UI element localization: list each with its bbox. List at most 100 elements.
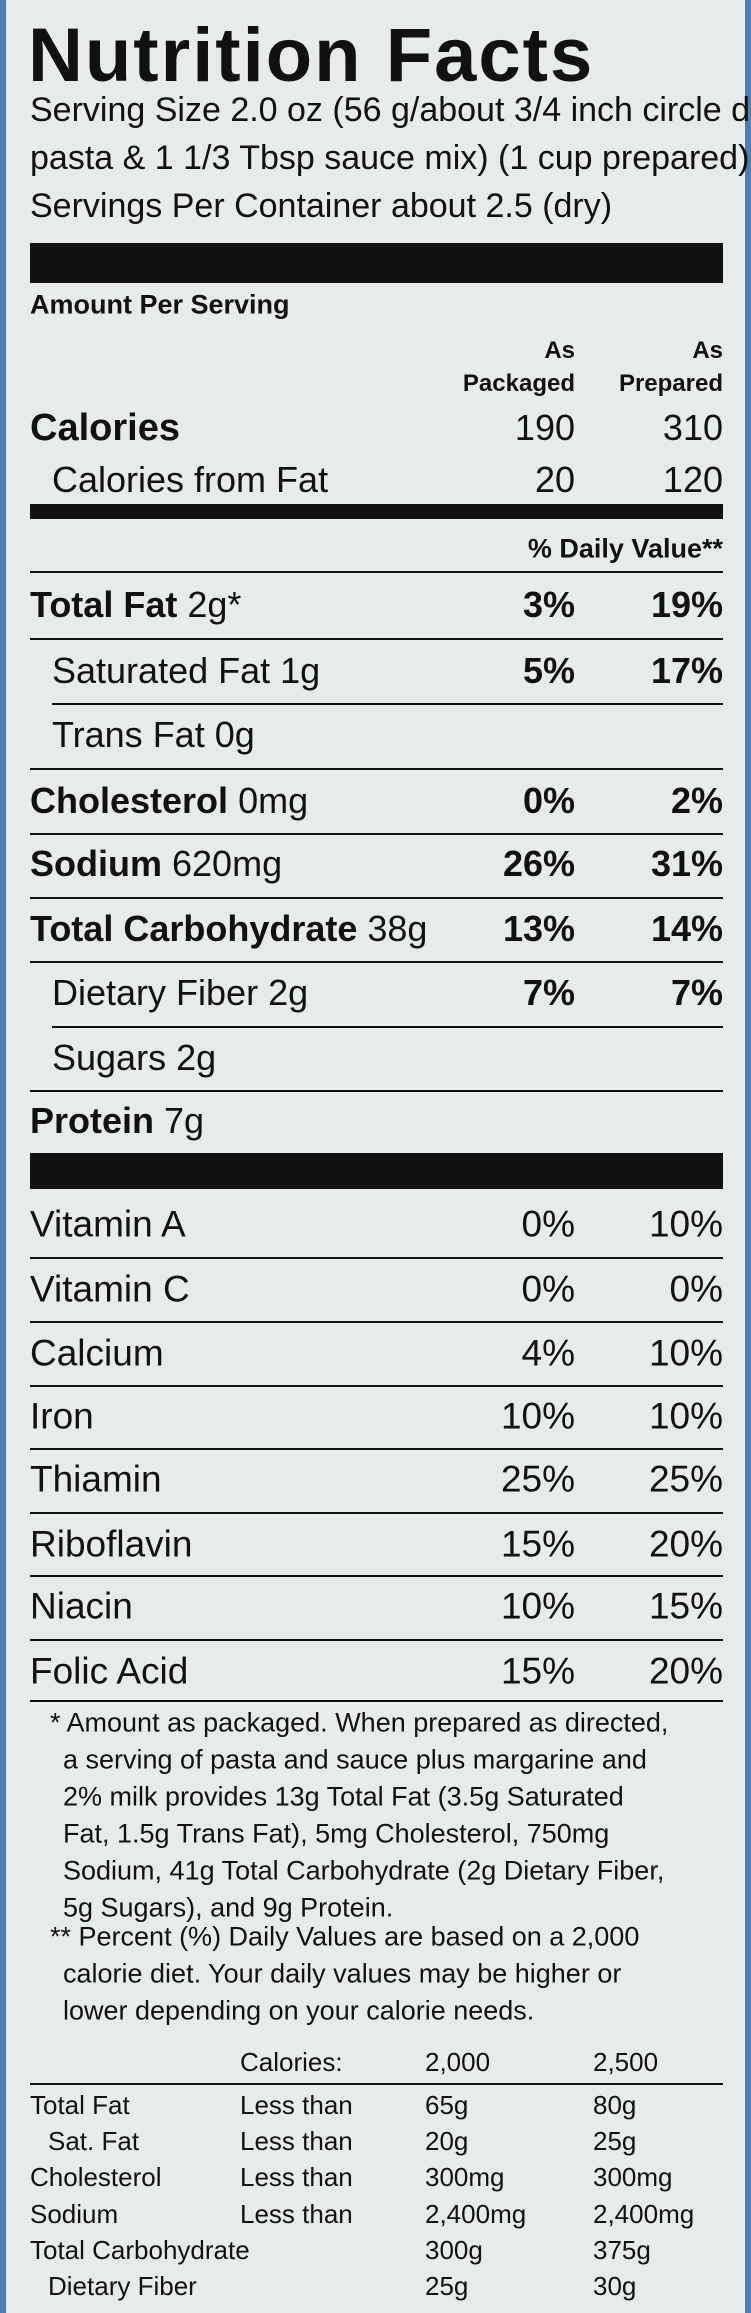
vitamin-value: 0% xyxy=(521,1203,575,1245)
vitamin-value: 10% xyxy=(500,1395,575,1437)
table-cell: 300mg xyxy=(593,2162,673,2193)
footnote: lower depending on your calorie needs. xyxy=(63,1995,535,2026)
table-cell: 20g xyxy=(425,2126,469,2157)
table-header: Calories: xyxy=(240,2047,343,2077)
table-cell: 25g xyxy=(593,2126,637,2157)
rule xyxy=(30,2083,723,2085)
rule xyxy=(30,243,723,283)
table-header: 2,500 xyxy=(593,2047,659,2077)
table-label: Sat. Fat xyxy=(48,2126,140,2157)
footnote: * Amount as packaged. When prepared as d… xyxy=(50,1707,669,1738)
table-cell: 25g xyxy=(425,2271,469,2301)
vitamin-value: 0% xyxy=(521,1268,575,1310)
title: Nutrition Facts xyxy=(28,13,595,98)
footnote: 5g Sugars), and 9g Protein. xyxy=(63,1892,394,1923)
daily-value: 7% xyxy=(670,972,723,1013)
vitamin-value: 25% xyxy=(500,1458,575,1500)
serving-line: Servings Per Container about 2.5 (dry) xyxy=(30,187,613,225)
daily-value: 31% xyxy=(650,843,723,884)
vitamin-name: Vitamin C xyxy=(30,1268,190,1310)
vitamin-value: 0% xyxy=(669,1268,723,1310)
rule xyxy=(30,1256,723,1259)
daily-value: 3% xyxy=(522,584,575,625)
table-header: 2,000 xyxy=(425,2047,491,2077)
calorie-value: 120 xyxy=(662,459,723,500)
vitamin-value: 10% xyxy=(500,1585,575,1627)
vitamin-name: Niacin xyxy=(30,1585,133,1627)
table-label: Sodium xyxy=(30,2198,119,2229)
serving-line: pasta & 1 1/3 Tbsp sauce mix) (1 cup pre… xyxy=(30,139,750,177)
nutrient-row: Dietary Fiber 2g xyxy=(52,975,308,1011)
calories-label: Calories xyxy=(30,407,180,449)
vitamin-value: 10% xyxy=(648,1203,723,1245)
footnote: ** Percent (%) Daily Values are based on… xyxy=(50,1921,640,1952)
rule xyxy=(30,571,723,573)
nutrient-name: Protein xyxy=(30,1100,155,1141)
nutrient-amount: 2g* xyxy=(187,584,242,625)
daily-value: 2% xyxy=(670,780,723,821)
vitamin-value: 20% xyxy=(648,1523,723,1565)
rule xyxy=(30,1089,723,1092)
vitamin-name: Thiamin xyxy=(30,1458,162,1500)
table-cell: 65g xyxy=(425,2090,469,2120)
rule xyxy=(52,703,723,705)
nutrient-amount: 38g xyxy=(367,908,428,949)
nutrient-amount: 2g xyxy=(268,972,309,1013)
table-cell: 2,400mg xyxy=(593,2198,695,2229)
column-header: Prepared xyxy=(618,370,723,397)
nutrient-row: Total Carbohydrate 38g xyxy=(30,911,427,947)
nutrient-row: Sodium 620mg xyxy=(30,846,282,882)
vitamin-value: 15% xyxy=(500,1523,575,1565)
vitamin-value: 10% xyxy=(648,1395,723,1437)
footnote: Fat, 1.5g Trans Fat), 5mg Cholesterol, 7… xyxy=(63,1818,610,1849)
calorie-value: 190 xyxy=(514,407,575,448)
rule xyxy=(30,768,723,770)
daily-value: 7% xyxy=(522,972,575,1013)
vitamin-value: 25% xyxy=(648,1458,723,1500)
nutrient-name: Total Carbohydrate xyxy=(30,908,358,949)
daily-value: 14% xyxy=(650,908,723,949)
nutrient-name: Total Fat xyxy=(30,584,178,625)
rule xyxy=(30,504,723,519)
edge xyxy=(745,0,751,2313)
vitamin-name: Vitamin A xyxy=(30,1203,186,1245)
vitamin-value: 15% xyxy=(500,1650,575,1692)
rule xyxy=(30,1511,723,1514)
nutrient-row: Sugars 2g xyxy=(52,1040,216,1076)
footnote: calorie diet. Your daily values may be h… xyxy=(63,1958,622,1989)
vitamin-name: Riboflavin xyxy=(30,1523,193,1565)
column-header: Packaged xyxy=(462,370,575,397)
rule xyxy=(30,1153,723,1189)
daily-value: 13% xyxy=(502,908,575,949)
nutrient-name: Sodium xyxy=(30,843,162,884)
nutrient-amount: 0g xyxy=(214,714,255,755)
nutrient-amount: 0mg xyxy=(238,780,309,821)
daily-value: 26% xyxy=(502,843,575,884)
footnote: 2% milk provides 13g Total Fat (3.5g Sat… xyxy=(63,1781,624,1812)
rule xyxy=(30,1575,723,1577)
nutrient-row: Total Fat 2g* xyxy=(30,587,241,623)
nutrient-row: Protein 7g xyxy=(30,1103,204,1139)
table-cell: 300g xyxy=(425,2234,483,2265)
nutrient-name: Sugars xyxy=(52,1037,167,1078)
daily-value: 5% xyxy=(522,650,575,691)
vitamin-value: 15% xyxy=(648,1585,723,1627)
rule xyxy=(30,1638,723,1641)
column-header: As xyxy=(692,337,723,364)
edge xyxy=(0,0,6,2313)
rule xyxy=(30,896,723,899)
table-label: Total Fat xyxy=(30,2090,130,2120)
table-cell: Less than xyxy=(240,2162,353,2193)
vitamin-value: 20% xyxy=(648,1650,723,1692)
calorie-value: 310 xyxy=(662,407,723,448)
table-cell: 300mg xyxy=(425,2162,505,2193)
serving-line: Serving Size 2.0 oz (56 g/about 3/4 inch… xyxy=(30,91,751,129)
rule xyxy=(30,832,723,835)
table-label: Cholesterol xyxy=(30,2162,162,2193)
table-cell: 80g xyxy=(593,2090,637,2120)
vitamin-value: 10% xyxy=(648,1332,723,1374)
nutrient-row: Saturated Fat 1g xyxy=(52,653,320,689)
rule xyxy=(30,1700,723,1702)
nutrient-row: Cholesterol 0mg xyxy=(30,783,308,819)
